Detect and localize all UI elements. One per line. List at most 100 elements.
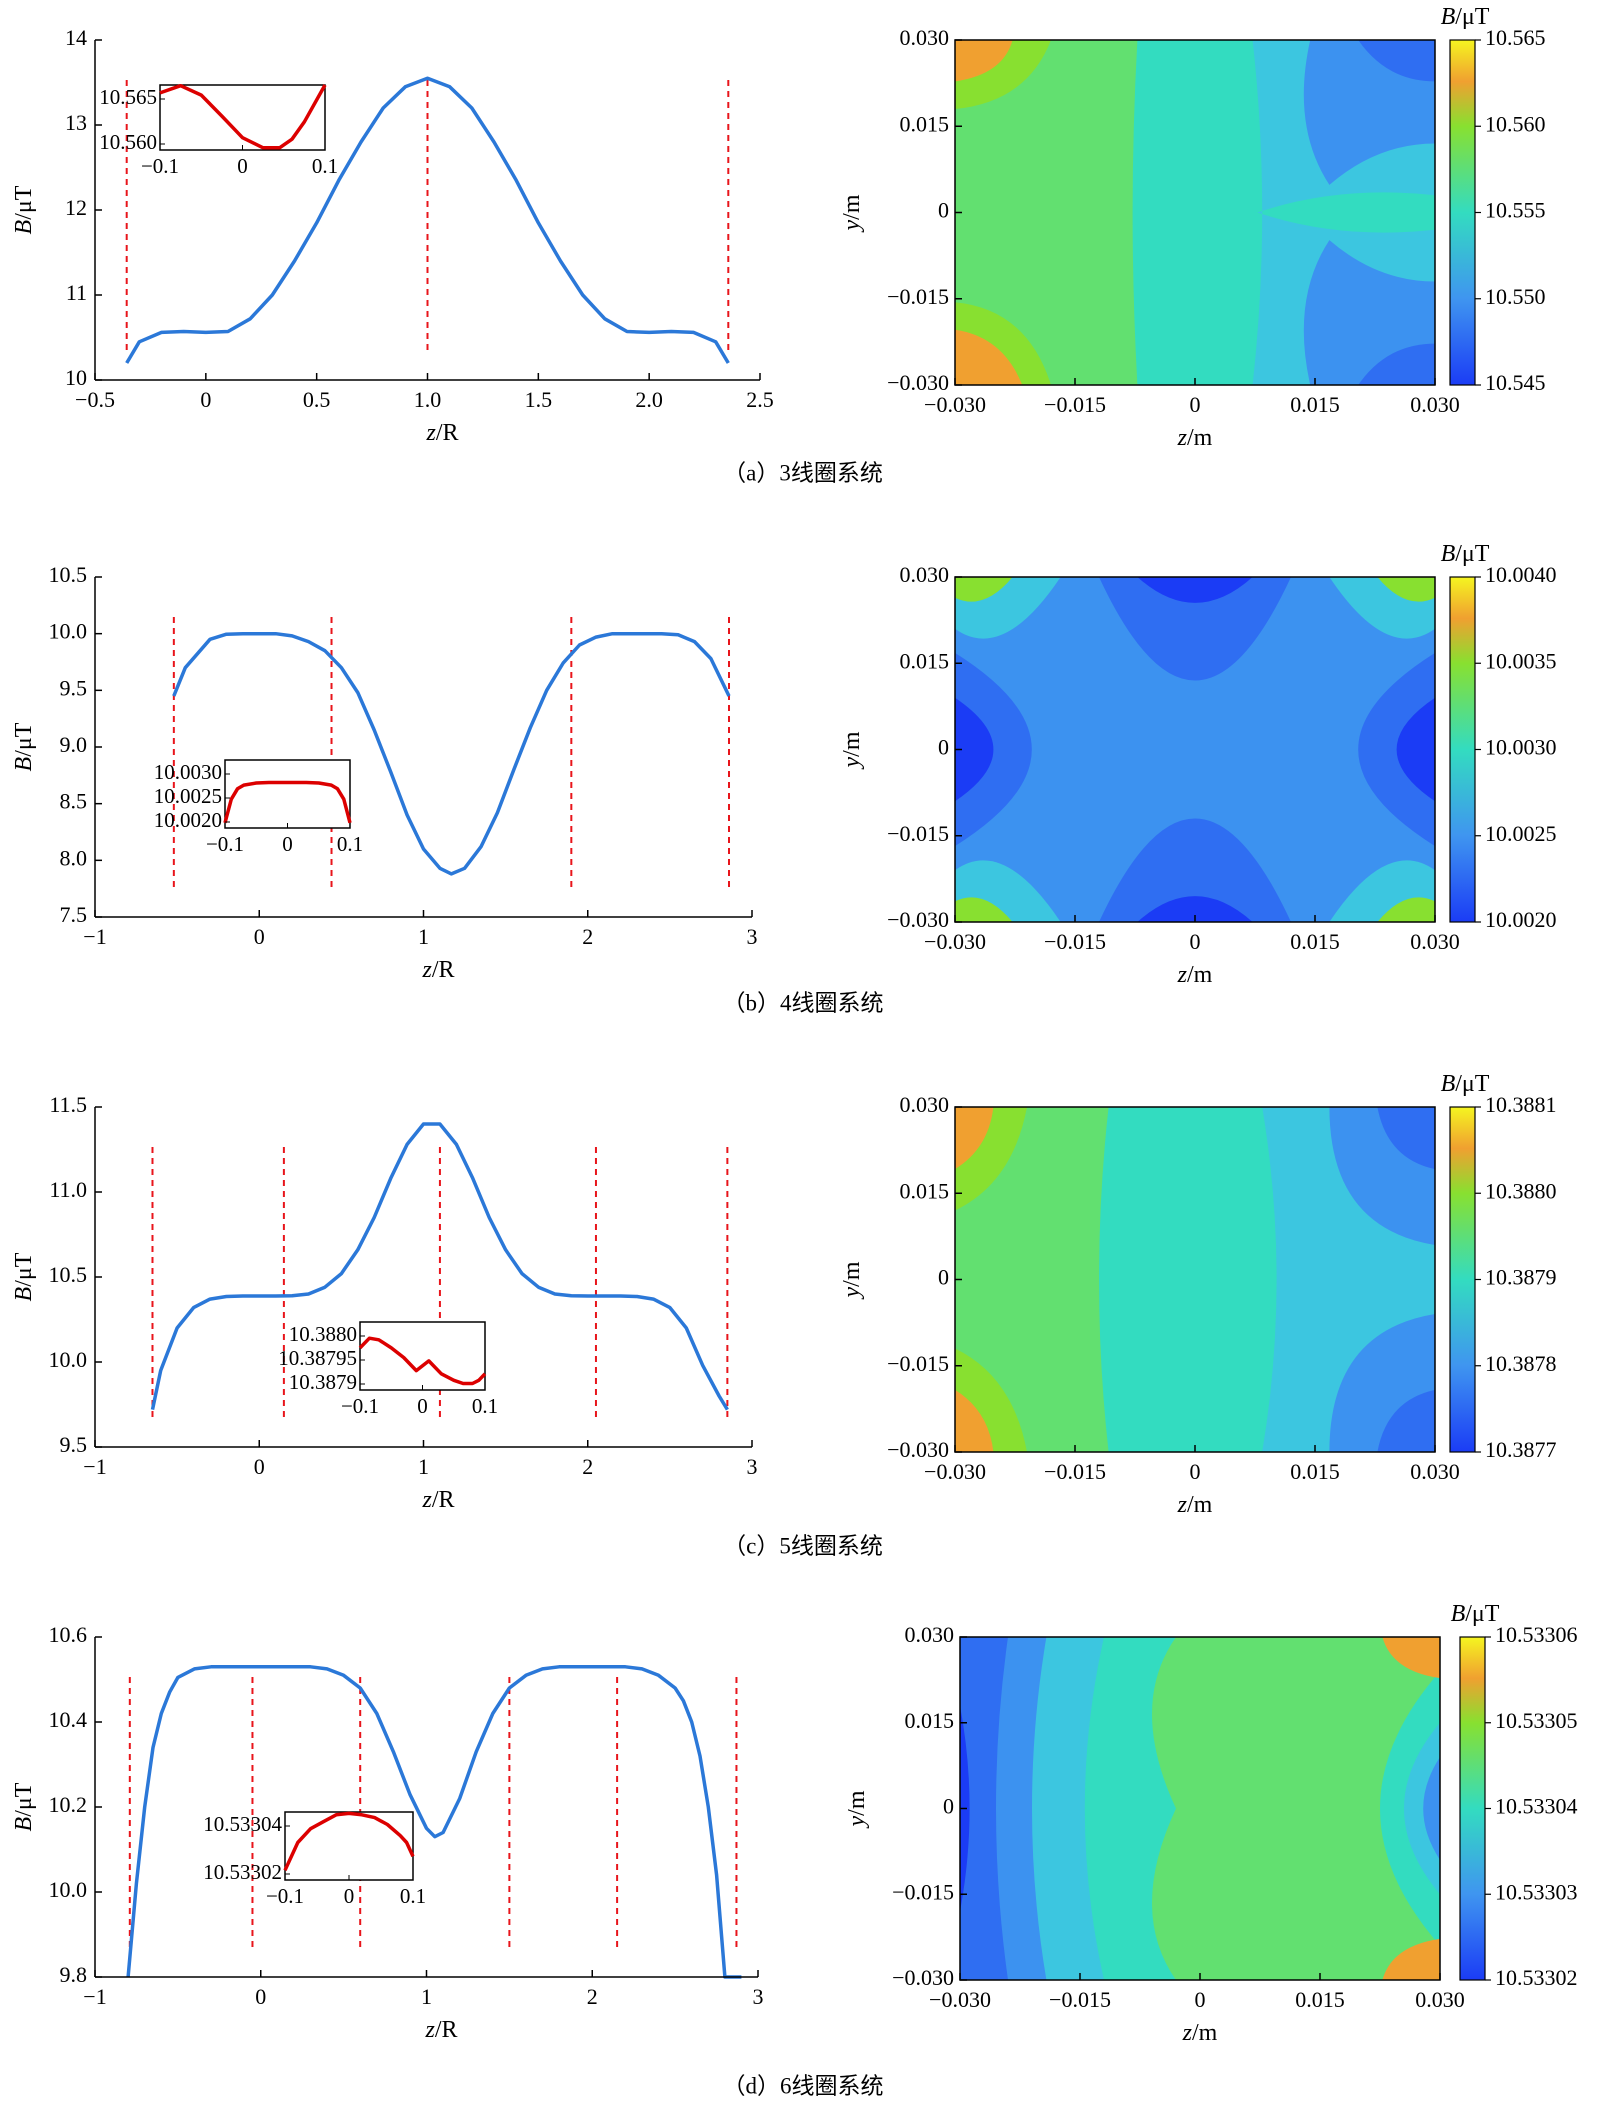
colorbar	[1459, 1636, 1486, 1981]
y-axis-label: B/μT	[11, 185, 37, 234]
heatmap-contour	[1137, 896, 1253, 922]
colorbar-tick-label: 10.550	[1485, 284, 1546, 309]
heatmap-contour	[955, 40, 1013, 82]
heatmap-y-tick-label: 0.030	[900, 1092, 950, 1117]
heatmap-contour	[1382, 1637, 1440, 1679]
heatmap-y-axis-label: y/m	[839, 194, 865, 232]
y-tick-label: 10.0	[49, 619, 88, 644]
y-axis-label: B/μT	[11, 722, 37, 771]
colorbar	[1449, 1106, 1476, 1453]
heatmap-field	[955, 1107, 1435, 1452]
heatmap-x-tick-label: −0.015	[1044, 392, 1106, 417]
field-curve	[150, 1122, 729, 1411]
heatmap-contour	[955, 1389, 994, 1452]
colorbar-title: B/μT	[1441, 541, 1490, 567]
heatmap-y-tick-label: −0.030	[887, 907, 949, 932]
colorbar-tick-label: 10.0020	[1485, 907, 1557, 932]
panel-caption: （c）5线圈系统	[723, 1533, 883, 1558]
y-tick-label: 7.5	[60, 902, 88, 927]
x-tick-label: 1	[418, 1454, 429, 1479]
colorbar-tick-label: 10.3879	[1485, 1265, 1557, 1290]
heatmap-y-tick-label: 0.015	[900, 648, 950, 673]
x-tick-label: 1	[418, 924, 429, 949]
heatmap-x-axis-label: z/m	[1177, 962, 1213, 988]
heatmap-x-tick-label: 0.015	[1295, 1987, 1345, 2012]
y-tick-label: 10.5	[49, 562, 88, 587]
y-tick-label: 8.0	[60, 845, 88, 870]
inset-y-tick-label: 10.0020	[154, 808, 222, 832]
inset-plot: −0.1 0 0.1 10.53304 10.53302	[203, 1811, 426, 1908]
colorbar-tick-label: 10.53302	[1495, 1965, 1578, 1990]
heatmap-x-tick-label: −0.030	[924, 929, 986, 954]
heatmap-panel-d: −0.030 −0.015 0 0.015 0.030 0.030 0.015 0 −0.015…	[892, 1622, 1577, 2012]
colorbar-tick-label: 10.0025	[1485, 821, 1557, 846]
y-tick-label: 11	[66, 280, 87, 305]
colorbar-title: B/μT	[1451, 1601, 1500, 1627]
x-tick-label: 0	[255, 1984, 266, 2009]
y-tick-label: 14	[65, 25, 87, 50]
heatmap-contour	[1377, 897, 1435, 922]
heatmap-y-tick-label: −0.015	[887, 284, 949, 309]
heatmap-x-tick-label: 0.030	[1410, 1459, 1460, 1484]
inset-x-tick-label: 0	[417, 1394, 428, 1418]
heatmap-y-tick-label: 0.030	[905, 1622, 955, 1647]
heatmap-x-tick-label: −0.015	[1049, 1987, 1111, 2012]
line-panel-d: −1 0 1 2 3 9.8 10.0 10.2 10.4 10.6 −0.1 0 0.1 10.5330…	[49, 1622, 764, 2009]
heatmap-y-tick-label: 0	[938, 198, 949, 223]
inset-curve	[223, 780, 352, 824]
x-tick-label: 1	[421, 1984, 432, 2009]
heatmap-contour	[1377, 577, 1435, 602]
field-curve	[126, 1665, 742, 1979]
heatmap-contour	[1396, 697, 1435, 802]
heatmap-contour	[955, 1107, 994, 1170]
heatmap-y-tick-label: 0.015	[900, 111, 950, 136]
colorbar-tick-label: 10.3877	[1485, 1437, 1557, 1462]
line-panel-b: −1 0 1 2 3 7.5 8.0 8.5 9.0 9.5 10.0 10.5 −0.1 0 0.1 10.…	[49, 562, 758, 949]
inset-y-tick-label: 10.560	[99, 130, 157, 154]
colorbar-tick-label: 10.555	[1485, 198, 1546, 223]
x-tick-label: 0	[200, 387, 211, 412]
x-axis-label: z/R	[424, 2017, 457, 2043]
colorbar-tick-label: 10.53304	[1495, 1794, 1578, 1819]
heatmap-x-axis-label: z/m	[1182, 2020, 1218, 2046]
heatmap-y-tick-label: −0.030	[892, 1965, 954, 1990]
heatmap-x-tick-label: 0.015	[1290, 1459, 1340, 1484]
inset-frame	[224, 759, 351, 829]
heatmap-y-tick-label: 0.015	[905, 1708, 955, 1733]
inset-curve	[283, 1811, 415, 1872]
colorbar-tick-label: 10.0030	[1485, 735, 1557, 760]
heatmap-contour	[1358, 343, 1435, 385]
x-tick-label: 2	[582, 1454, 593, 1479]
x-tick-label: 3	[747, 1454, 758, 1479]
colorbar-tick-label: 10.3880	[1485, 1178, 1557, 1203]
y-axis-label: B/μT	[11, 1782, 37, 1831]
heatmap-x-axis-label: z/m	[1177, 1492, 1213, 1518]
y-tick-label: 10.2	[49, 1792, 88, 1817]
x-tick-label: 3	[747, 924, 758, 949]
inset-x-tick-label: −0.1	[341, 1394, 379, 1418]
colorbar-title: B/μT	[1441, 1071, 1490, 1097]
inset-x-tick-label: 0.1	[337, 832, 363, 856]
x-tick-label: 2.0	[635, 387, 663, 412]
x-tick-label: −1	[83, 1984, 106, 2009]
x-tick-label: 0	[254, 1454, 265, 1479]
x-tick-label: 2	[587, 1984, 598, 2009]
colorbar-tick-label: 10.53306	[1495, 1622, 1578, 1647]
field-curve	[172, 631, 731, 876]
colorbar-tick-label: 10.53305	[1495, 1708, 1578, 1733]
heatmap-x-tick-label: 0.015	[1290, 392, 1340, 417]
heatmap-contour	[1377, 1389, 1435, 1452]
colorbar-tick-label: 10.0040	[1485, 562, 1557, 587]
heatmap-y-tick-label: 0	[943, 1794, 954, 1819]
inset-x-tick-label: −0.1	[141, 154, 179, 178]
heatmap-y-axis-label: y/m	[839, 731, 865, 769]
heatmap-y-axis-label: y/m	[839, 1261, 865, 1299]
inset-curve	[159, 83, 327, 150]
y-tick-label: 9.8	[60, 1962, 88, 1987]
heatmap-y-tick-label: −0.015	[887, 1351, 949, 1376]
heatmap-y-tick-label: −0.015	[887, 821, 949, 846]
heatmap-field	[955, 577, 1435, 922]
inset-x-tick-label: 0	[237, 154, 248, 178]
heatmap-contour	[955, 1107, 1109, 1452]
